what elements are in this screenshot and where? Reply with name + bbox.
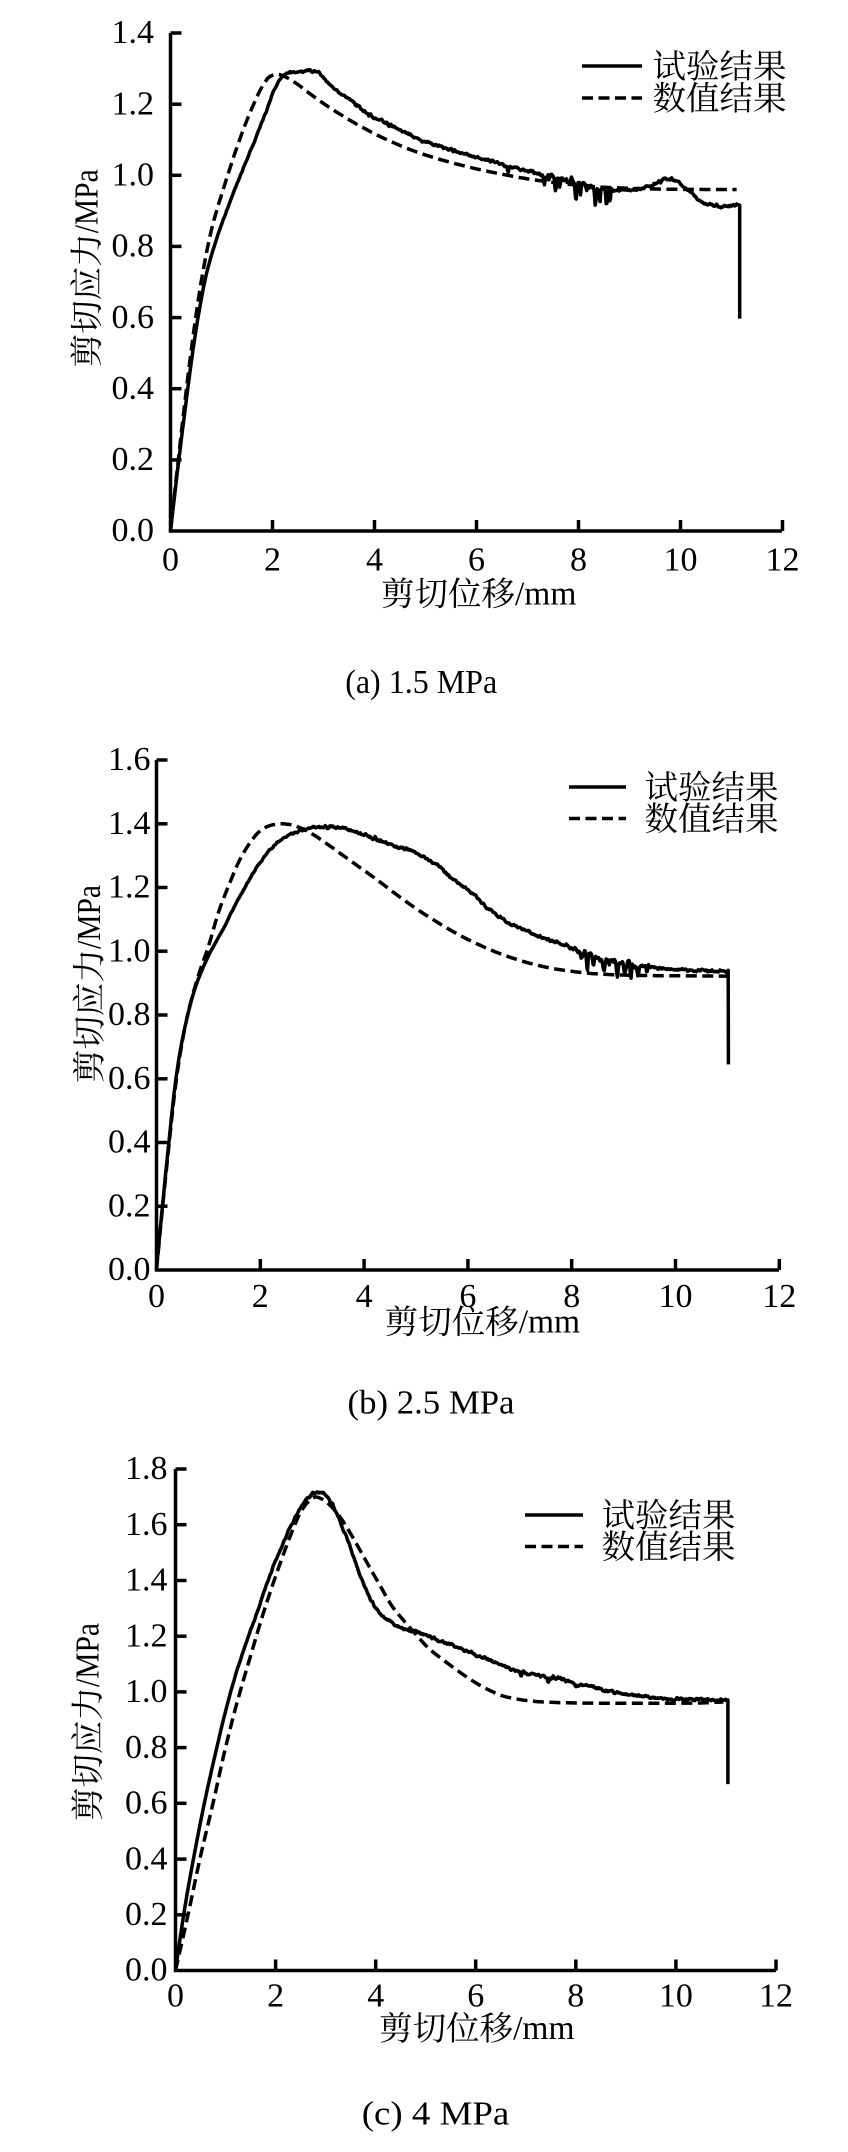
svg-text:(b) 2.5 MPa: (b) 2.5 MPa	[348, 1384, 515, 1421]
svg-text:8: 8	[570, 541, 587, 578]
svg-text:12: 12	[759, 1978, 793, 2015]
svg-text:(a) 1.5 MPa: (a) 1.5 MPa	[345, 664, 497, 701]
svg-text:0.8: 0.8	[125, 1729, 168, 1766]
svg-text:1.2: 1.2	[125, 1617, 168, 1654]
svg-text:0.8: 0.8	[112, 228, 155, 265]
svg-text:6: 6	[459, 1278, 476, 1315]
svg-text:1.8: 1.8	[125, 1450, 168, 1487]
svg-text:(c) 4 MPa: (c) 4 MPa	[362, 2095, 510, 2132]
svg-text:8: 8	[563, 1278, 580, 1315]
svg-text:4: 4	[356, 1278, 373, 1315]
svg-text:0.0: 0.0	[112, 512, 155, 549]
svg-text:0.0: 0.0	[108, 1251, 151, 1288]
svg-text:1.6: 1.6	[108, 741, 151, 778]
svg-text:10: 10	[659, 1278, 693, 1315]
svg-text:1.2: 1.2	[108, 869, 151, 906]
svg-text:0.4: 0.4	[125, 1840, 168, 1877]
svg-text:0: 0	[167, 1978, 184, 2015]
svg-text:1.0: 1.0	[112, 157, 155, 194]
svg-text:4: 4	[366, 541, 383, 578]
svg-text:0.2: 0.2	[125, 1896, 168, 1933]
svg-text:0.6: 0.6	[125, 1785, 168, 1822]
svg-text:1.0: 1.0	[125, 1673, 168, 1710]
svg-text:1.6: 1.6	[125, 1506, 168, 1543]
svg-text:/mm: /mm	[519, 1303, 580, 1340]
svg-text:/MPa: /MPa	[69, 1623, 106, 1687]
svg-text:/MPa: /MPa	[68, 169, 105, 233]
svg-text:1.0: 1.0	[108, 933, 151, 970]
svg-text:0.4: 0.4	[108, 1124, 151, 1161]
svg-text:4: 4	[367, 1978, 384, 2015]
svg-text:2: 2	[267, 1978, 284, 2015]
svg-text:6: 6	[468, 541, 485, 578]
svg-text:0.6: 0.6	[112, 299, 155, 336]
svg-text:0.2: 0.2	[112, 441, 155, 478]
svg-text:6: 6	[467, 1978, 484, 2015]
svg-text:1.4: 1.4	[125, 1562, 168, 1599]
svg-text:0.2: 0.2	[108, 1188, 151, 1225]
svg-text:1.4: 1.4	[108, 805, 151, 842]
svg-text:0: 0	[162, 541, 179, 578]
svg-text:12: 12	[762, 1278, 796, 1315]
svg-text:/mm: /mm	[515, 575, 576, 612]
svg-text:/MPa: /MPa	[71, 885, 108, 949]
svg-text:12: 12	[766, 541, 800, 578]
svg-text:0.6: 0.6	[108, 1060, 151, 1097]
svg-text:2: 2	[252, 1278, 269, 1315]
svg-text:0.8: 0.8	[108, 996, 151, 1033]
svg-text:1.2: 1.2	[112, 85, 155, 122]
svg-text:10: 10	[659, 1978, 693, 2015]
svg-text:10: 10	[664, 541, 698, 578]
svg-text:0.4: 0.4	[112, 370, 155, 407]
svg-text:0.0: 0.0	[125, 1952, 168, 1989]
svg-text:/mm: /mm	[513, 2010, 574, 2047]
svg-text:1.4: 1.4	[112, 14, 155, 51]
svg-text:8: 8	[567, 1978, 584, 2015]
svg-text:2: 2	[264, 541, 281, 578]
svg-text:0: 0	[148, 1278, 165, 1315]
